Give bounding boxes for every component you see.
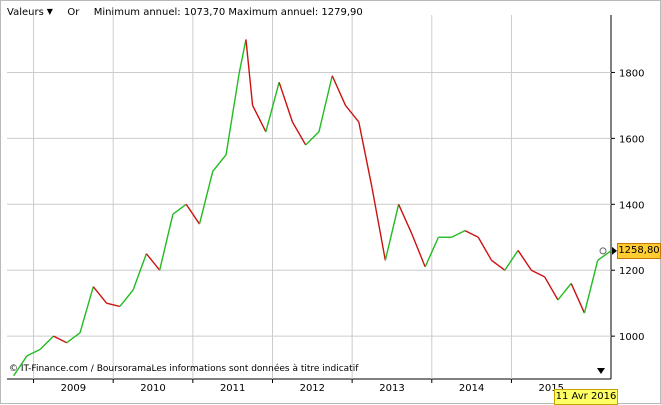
price-segment — [451, 230, 466, 238]
valeurs-dropdown-icon[interactable]: ▼ — [46, 7, 53, 16]
x-tick-label: 2010 — [140, 383, 165, 394]
price-segment — [597, 250, 612, 261]
price-segment — [517, 250, 532, 271]
price-segment — [92, 286, 108, 304]
last-value-marker — [599, 247, 607, 255]
x-tick-label: 2009 — [61, 383, 86, 394]
price-segment — [39, 335, 54, 350]
price-segment — [557, 282, 572, 301]
price-segment — [198, 171, 214, 225]
price-segment — [477, 236, 493, 261]
source-credit: © IT-Finance.com / BoursoramaLes informa… — [9, 364, 359, 374]
minmax-text: Minimum annuel: 1073,70 Maximum annuel: … — [93, 7, 363, 18]
price-segment — [251, 105, 267, 133]
x-tick-label: 2015 — [539, 383, 564, 394]
price-segment — [305, 131, 320, 146]
price-segment — [106, 302, 121, 308]
date-badge: 11 Avr 2016 — [554, 389, 618, 405]
price-segment — [491, 259, 506, 271]
price-segment — [544, 276, 559, 301]
price-segment — [79, 286, 94, 334]
price-segment — [265, 82, 280, 132]
price-segment — [225, 72, 240, 155]
last-price-badge: 1258,80 — [617, 242, 661, 259]
price-segment — [504, 250, 519, 271]
x-tick-label: 2011 — [220, 383, 245, 394]
x-tick-label: 2014 — [459, 383, 484, 394]
y-tick-label: 1400 — [619, 200, 644, 211]
price-segment — [583, 260, 599, 314]
price-segment — [13, 355, 28, 377]
price-segment — [358, 121, 373, 188]
price-segment — [212, 154, 227, 172]
price-segment — [66, 332, 81, 344]
chart-header: Valeurs ▼ Or Minimum annuel: 1073,70 Maxi… — [7, 7, 363, 18]
price-segment — [26, 348, 41, 357]
last-value-pointer — [612, 246, 617, 255]
scroll-down-icon[interactable] — [597, 368, 605, 374]
price-segment — [411, 233, 426, 268]
price-segment — [331, 75, 347, 106]
price-segment — [172, 203, 187, 215]
y-tick-label: 1200 — [619, 266, 644, 277]
price-segment — [145, 253, 161, 271]
price-segment — [132, 253, 148, 291]
price-segment — [185, 203, 201, 225]
valeurs-label: Valeurs — [7, 7, 44, 18]
price-segment — [464, 230, 479, 238]
price-segment — [531, 269, 545, 278]
price-segment — [424, 236, 440, 268]
price-segment — [371, 187, 387, 261]
price-segment — [245, 39, 254, 106]
price-segment — [344, 104, 360, 123]
price-segment — [238, 39, 247, 73]
instrument-label: Or — [67, 7, 80, 18]
price-segment — [397, 204, 413, 235]
price-segment — [291, 121, 307, 146]
price-segment — [384, 204, 400, 261]
price-segment — [158, 214, 174, 271]
y-tick-label: 1600 — [619, 134, 644, 145]
y-tick-label: 1000 — [619, 332, 644, 343]
x-tick-label: 2012 — [300, 383, 325, 394]
y-tick-label: 1800 — [619, 68, 644, 79]
price-segment — [53, 335, 68, 344]
x-tick-label: 2013 — [379, 383, 404, 394]
price-segment — [318, 75, 333, 132]
price-segment — [570, 283, 586, 314]
price-segment — [119, 289, 134, 307]
price-segment — [278, 82, 294, 123]
